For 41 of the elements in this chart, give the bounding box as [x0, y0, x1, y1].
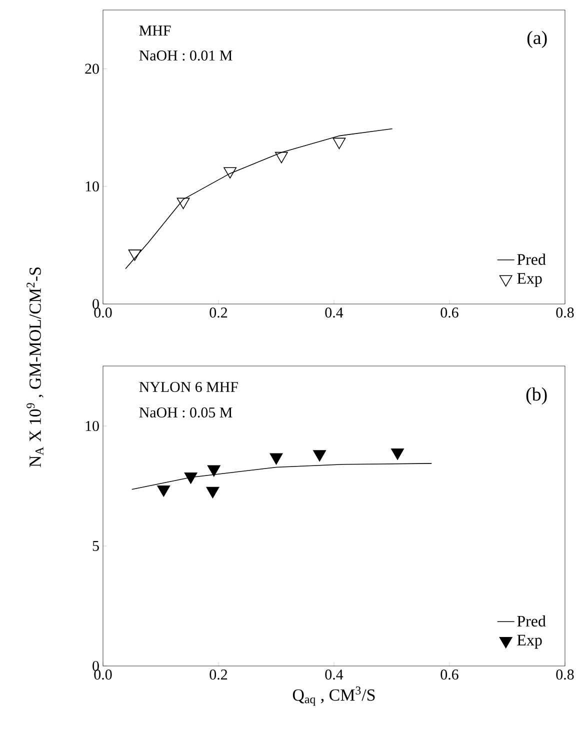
y-tick-label: 0: [92, 298, 99, 310]
x-tick-label: 0.6: [440, 308, 458, 318]
x-tick-label: 0.4: [325, 308, 344, 318]
point: [184, 472, 198, 484]
x-axis-title: Q$_{aq}$ , CM$^{3}$/S: [292, 686, 375, 706]
point: [270, 453, 283, 465]
point: [274, 152, 288, 164]
point: [157, 485, 170, 497]
point: [206, 486, 220, 498]
x-tick-label: 0.8: [556, 670, 574, 680]
point: [313, 450, 326, 462]
y-tick-label: 10: [86, 181, 99, 192]
point: [332, 138, 346, 150]
x-tick-label: 0.2: [210, 670, 228, 680]
y-axis-title: N$_{A}$ X 10$^{9}$ , GM-MOL/CM$^{2}$-S: [26, 267, 44, 468]
x-tick-label: 0.8: [556, 308, 574, 318]
point: [176, 198, 190, 210]
legend-label: Exp: [517, 634, 542, 649]
annotation: NaOH : 0.05 M: [139, 407, 232, 418]
legend-label: Exp: [517, 273, 542, 287]
x-tick-label: 0.0: [94, 308, 112, 318]
x-tick-label: 0.0: [94, 670, 112, 680]
y-tick-label: 5: [92, 541, 99, 551]
annotation: NYLON 6 MHF: [139, 382, 238, 392]
annotation: (b): [526, 387, 547, 405]
line-series: [125, 128, 393, 270]
annotation: (a): [527, 30, 547, 48]
point: [224, 167, 237, 179]
legend-label: Pred: [517, 615, 546, 627]
point: [207, 465, 220, 477]
point: [128, 250, 142, 261]
x-tick-label: 0.4: [325, 670, 344, 680]
x-tick-label: 0.6: [440, 670, 458, 680]
point: [391, 448, 404, 460]
annotation: NaOH : 0.01 M: [139, 50, 232, 61]
legend-label: Pred: [517, 254, 546, 265]
annotation: MHF: [139, 26, 171, 36]
y-tick-label: 20: [85, 64, 99, 74]
x-tick-label: 0.2: [210, 308, 228, 318]
y-tick-label: 0: [92, 660, 99, 672]
y-tick-label: 10: [86, 420, 99, 432]
